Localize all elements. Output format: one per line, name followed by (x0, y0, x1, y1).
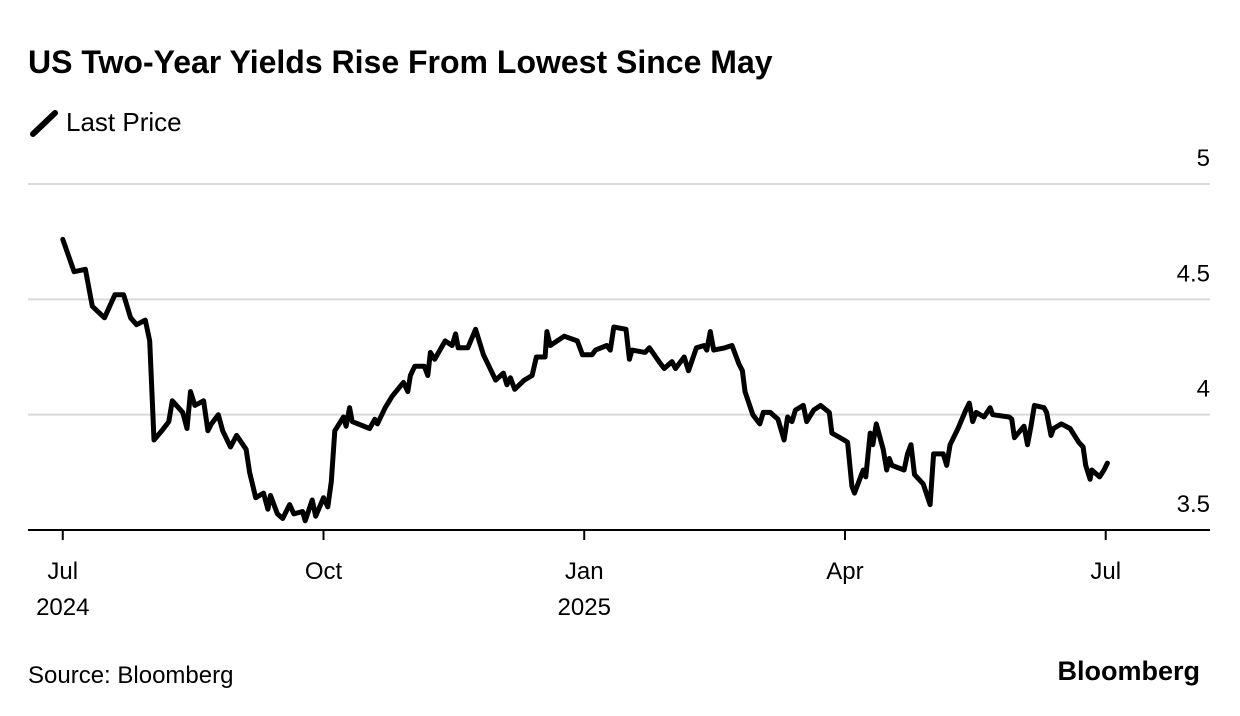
legend-swatch (30, 110, 58, 137)
x-tick-label: Jul (47, 558, 78, 585)
y-tick-label: 4.5 (1177, 260, 1210, 287)
legend-label: Last Price (66, 107, 182, 137)
chart-title: US Two-Year Yields Rise From Lowest Sinc… (28, 44, 773, 80)
y-tick-label: 5 (1197, 145, 1210, 172)
brand-logo: Bloomberg (1057, 656, 1200, 686)
x-tick-year: 2024 (36, 594, 89, 621)
y-tick-label: 4 (1197, 376, 1210, 403)
x-tick-label: Oct (305, 558, 343, 585)
x-tick-label: Jan (565, 558, 604, 585)
y-tick-label: 3.5 (1177, 491, 1210, 518)
series-line (60, 236, 1110, 524)
source-note: Source: Bloomberg (28, 662, 233, 689)
x-tick-year: 2025 (558, 594, 611, 621)
x-tick-label: Jul (1090, 558, 1121, 585)
x-tick-label: Apr (826, 558, 863, 585)
